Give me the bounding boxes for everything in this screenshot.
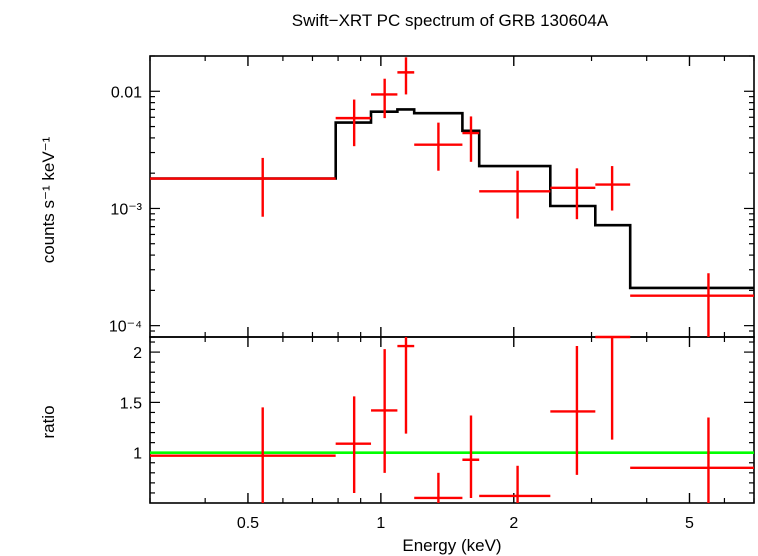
ratio-data-point: [150, 407, 336, 503]
x-axis-label: Energy (keV): [402, 536, 501, 555]
ratio-plot-frame: [149, 336, 755, 504]
x-tick-label: 0.5: [237, 515, 259, 532]
x-tick-label: 5: [685, 515, 694, 532]
ratio-data-point: [371, 349, 398, 473]
spectrum-y-axis-label: counts s⁻¹ keV⁻¹: [39, 136, 58, 263]
spectrum-data-point: [335, 99, 372, 147]
ratio-data-point: [414, 472, 463, 503]
spectrum-data-point: [414, 122, 463, 171]
ratio-data-point: [595, 335, 631, 440]
spectrum-y-tick-label: 0.01: [111, 84, 142, 101]
x-tick-label: 1: [376, 515, 385, 532]
ratio-data-point: [462, 415, 480, 498]
chart-title: Swift−XRT PC spectrum of GRB 130604A: [292, 11, 609, 30]
spectrum-data-point: [479, 170, 551, 219]
spectrum-data-point: [150, 157, 336, 217]
spectrum-data-point: [462, 116, 480, 162]
x-tick-label: 2: [509, 515, 518, 532]
ratio-data-point: [630, 417, 754, 503]
ratio-data-point: [397, 337, 415, 434]
ratio-y-tick-label: 1: [133, 446, 142, 463]
spectrum-data-point: [630, 273, 754, 337]
spectrum-y-tick-label: 10⁻³: [110, 201, 142, 218]
spectrum-data-point: [371, 78, 398, 119]
spectrum-y-tick-label: 10⁻⁴: [109, 319, 142, 336]
ratio-data-point: [479, 465, 551, 503]
spectrum-data-point: [397, 57, 415, 95]
ratio-y-axis-label: ratio: [39, 405, 58, 438]
spectrum-data-point: [595, 166, 631, 211]
ratio-y-tick-label: 2: [133, 345, 142, 362]
ratio-data-point: [550, 346, 596, 475]
model-step-line: [150, 108, 754, 290]
ratio-panel: ratio: [39, 336, 755, 504]
spectrum-data-point: [550, 168, 596, 220]
ratio-data-point: [335, 396, 372, 493]
ratio-y-tick-label: 1.5: [120, 395, 142, 412]
